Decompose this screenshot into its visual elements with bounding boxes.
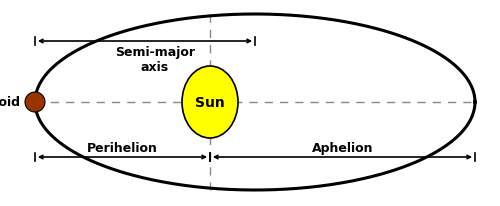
Text: Asteroid: Asteroid <box>0 96 21 109</box>
Ellipse shape <box>25 92 45 112</box>
Text: Semi-major
axis: Semi-major axis <box>115 46 195 74</box>
Ellipse shape <box>182 67 238 138</box>
Text: Aphelion: Aphelion <box>312 141 373 154</box>
Text: Sun: Sun <box>195 96 225 109</box>
Text: Perihelion: Perihelion <box>87 141 158 154</box>
